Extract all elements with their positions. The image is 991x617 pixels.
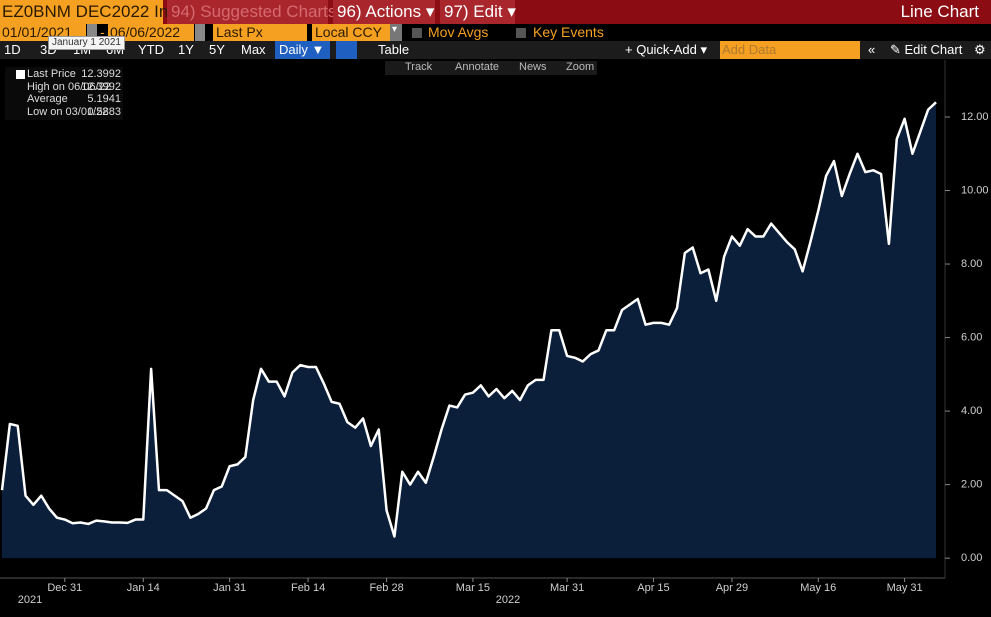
range-button[interactable]: 5Y bbox=[209, 42, 225, 57]
y-tick-label: 2.00 bbox=[961, 479, 982, 491]
checkbox[interactable] bbox=[412, 28, 422, 38]
settings[interactable]: ⚙ bbox=[974, 42, 986, 57]
date-dash: - bbox=[100, 24, 105, 40]
actions-label: 96) Actions bbox=[337, 2, 422, 21]
actions-menu[interactable]: 96) Actions ▾ bbox=[333, 0, 435, 24]
y-tick-label: 8.00 bbox=[961, 258, 982, 270]
legend: Last Price 12.3992 High on 06/06/22 12.3992… bbox=[5, 67, 123, 120]
edit-chart[interactable]: ✎ Edit Chart bbox=[890, 42, 963, 57]
security-field[interactable]: EZ0BNM DEC2022 In bbox=[0, 0, 168, 24]
x-tick-label: May 16 bbox=[800, 582, 836, 594]
field-select[interactable]: Last Px bbox=[213, 24, 307, 41]
key-events[interactable]: Key Events bbox=[533, 24, 604, 40]
y-tick-label: 4.00 bbox=[961, 405, 982, 417]
legend-swatch bbox=[16, 70, 25, 79]
y-tick-label: 0.00 bbox=[961, 552, 982, 564]
chart-tool[interactable]: News bbox=[519, 61, 547, 73]
edit-chart-label: Edit Chart bbox=[904, 42, 963, 57]
range-button[interactable]: YTD bbox=[138, 42, 164, 57]
legend-label: Average bbox=[27, 93, 68, 105]
year-label: 2022 bbox=[496, 594, 520, 606]
y-tick-label: 6.00 bbox=[961, 331, 982, 343]
view-title: Line Chart bbox=[900, 2, 979, 21]
x-tick-label: Jan 14 bbox=[127, 582, 160, 594]
legend-value: 5.1941 bbox=[87, 93, 121, 105]
end-date[interactable]: 06/06/2022 bbox=[108, 24, 194, 41]
x-tick-label: Jan 31 bbox=[213, 582, 246, 594]
range-button[interactable]: Max bbox=[241, 42, 266, 57]
chart-tool[interactable]: Zoom bbox=[566, 61, 595, 73]
frequency[interactable]: Daily ▼ bbox=[275, 41, 330, 59]
legend-label: Low on 03/01/22 bbox=[27, 105, 109, 118]
quick-add[interactable]: + Quick-Add ▾ bbox=[625, 42, 708, 57]
x-tick-label: Mar 31 bbox=[550, 582, 584, 594]
checkbox[interactable] bbox=[516, 28, 526, 38]
legend-value: 12.3992 bbox=[81, 80, 121, 93]
calendar-icon[interactable] bbox=[195, 24, 205, 41]
y-tick-label: 12.00 bbox=[961, 111, 989, 123]
area bbox=[2, 102, 936, 559]
x-tick-label: Feb 28 bbox=[369, 582, 403, 594]
table-button[interactable]: Table bbox=[378, 42, 410, 57]
edit-label: 97) Edit bbox=[444, 2, 503, 21]
legend-label: High on 06/06/22 bbox=[27, 80, 111, 93]
y-tick-label: 10.00 bbox=[961, 184, 989, 196]
x-tick-label: Mar 15 bbox=[456, 582, 490, 594]
x-tick-label: May 31 bbox=[887, 582, 923, 594]
legend-label: Last Price bbox=[27, 68, 76, 80]
currency-select[interactable]: Local CCY bbox=[312, 24, 390, 41]
suggested-charts[interactable]: 94) Suggested Charts bbox=[167, 0, 336, 24]
range-button[interactable]: 1D bbox=[4, 42, 21, 57]
add-data[interactable]: Add Data bbox=[720, 41, 860, 59]
calendar-icon[interactable] bbox=[87, 24, 97, 41]
chart-tool[interactable]: Annotate bbox=[455, 61, 500, 73]
range-button[interactable]: 1Y bbox=[178, 42, 194, 57]
x-tick-label: Apr 15 bbox=[637, 582, 669, 594]
line bbox=[0, 101, 937, 538]
x-tick-label: Feb 14 bbox=[291, 582, 325, 594]
chart-tool[interactable]: Track bbox=[405, 61, 433, 73]
chart-type-icon[interactable] bbox=[336, 41, 357, 59]
legend-value: 0.5883 bbox=[87, 105, 121, 118]
year-label: 2021 bbox=[18, 594, 42, 606]
x-tick-label: Dec 31 bbox=[47, 582, 82, 594]
dropdown-arrow[interactable]: ▾ bbox=[390, 24, 402, 41]
collapse[interactable]: « bbox=[868, 42, 876, 57]
legend-value: 12.3992 bbox=[81, 68, 121, 80]
tooltip: January 1 2021 bbox=[48, 36, 125, 50]
edit-menu[interactable]: 97) Edit ▾ bbox=[440, 0, 516, 24]
mov-avgs[interactable]: Mov Avgs bbox=[428, 24, 489, 40]
chart-tools: Track Annotate News Zoom bbox=[385, 61, 597, 75]
x-tick-label: Apr 29 bbox=[716, 582, 748, 594]
